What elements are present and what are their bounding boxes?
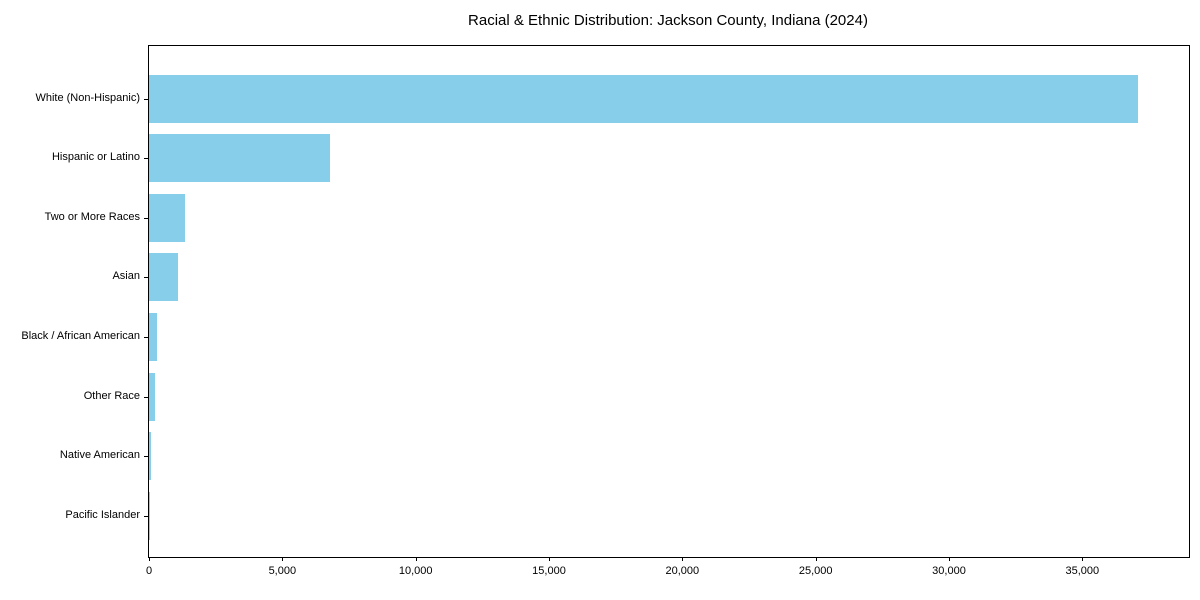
x-tick-label: 20,000 xyxy=(665,565,700,577)
bar-other-race xyxy=(149,372,156,421)
x-tick-label: 30,000 xyxy=(932,565,966,577)
y-tick xyxy=(144,98,148,100)
bar-asian xyxy=(149,253,178,302)
y-axis-labels: White (Non-Hispanic) Hispanic or Latino Tw… xyxy=(0,45,140,556)
x-tick xyxy=(549,557,550,561)
x-tick xyxy=(415,557,417,561)
bar-pacific-islander xyxy=(149,491,150,540)
x-tick-label: 15,000 xyxy=(532,565,566,577)
x-tick xyxy=(149,557,150,561)
x-tick xyxy=(1082,557,1084,561)
y-axis-label: Black / African American xyxy=(21,330,140,343)
y-tick xyxy=(144,396,148,398)
bar-two-or-more-races xyxy=(149,193,186,242)
y-axis-label: Two or More Races xyxy=(44,210,140,223)
y-tick xyxy=(144,217,148,219)
bar-hispanic-or-latino xyxy=(149,134,330,183)
x-tick-label: 5,000 xyxy=(268,565,297,577)
chart-title: Racial & Ethnic Distribution: Jackson Co… xyxy=(468,12,868,29)
bar-native-american xyxy=(149,432,151,481)
x-tick-label: 10,000 xyxy=(398,565,433,577)
plot-area: 0 5,000 10,000 15,000 20,000 25,000 30,000 35,0… xyxy=(144,45,1190,577)
x-tick xyxy=(682,557,684,561)
y-axis-label: Other Race xyxy=(83,389,140,402)
x-tick-label: 25,000 xyxy=(798,565,833,577)
x-tick xyxy=(949,557,950,561)
y-tick xyxy=(144,515,148,517)
y-tick xyxy=(144,277,148,279)
y-tick xyxy=(144,337,148,339)
x-tick-label: 35,000 xyxy=(1065,565,1100,577)
y-tick xyxy=(144,158,148,160)
bar-white-non-hispanic xyxy=(149,74,1139,123)
x-tick xyxy=(815,557,817,561)
y-axis-label: Pacific Islander xyxy=(65,508,140,521)
y-axis-label: Hispanic or Latino xyxy=(51,151,140,164)
y-axis-label: Asian xyxy=(112,270,140,283)
y-axis-label: Native American xyxy=(59,449,140,462)
y-axis-label: White (Non-Hispanic) xyxy=(35,91,140,104)
bar-black-african-american xyxy=(149,313,157,362)
y-tick xyxy=(144,456,148,458)
x-tick-label: 0 xyxy=(145,565,153,577)
x-tick xyxy=(282,557,284,561)
